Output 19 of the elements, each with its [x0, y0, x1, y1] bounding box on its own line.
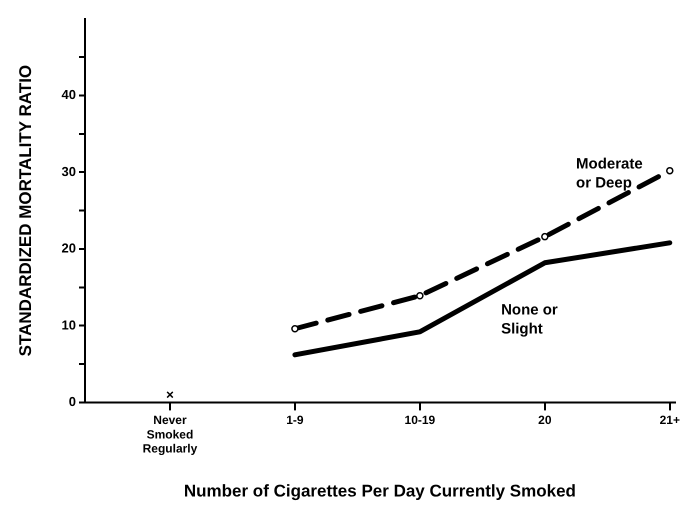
series-label: Moderate or Deep — [576, 155, 643, 192]
y-axis-title: STANDARDIZED MORTALITY RATIO — [16, 64, 35, 356]
x-tick-label: 21+ — [660, 412, 680, 427]
y-tick-label: 40 — [62, 87, 76, 102]
x-tick-label: 20 — [538, 412, 552, 427]
point — [666, 166, 674, 174]
point — [541, 232, 549, 240]
y-tick-label: 10 — [62, 317, 76, 332]
y-tick-label: 20 — [62, 240, 76, 256]
point — [291, 325, 299, 332]
x-axis-title: Number of Cigarettes Per Day Currently Smoked — [184, 481, 576, 500]
x-tick-label: 10-19 — [404, 412, 436, 427]
point — [166, 391, 174, 398]
x-tick-label: Never Smoked Regularly — [142, 412, 198, 456]
point — [416, 292, 424, 300]
y-tick-label: 30 — [62, 164, 76, 179]
y-tick-label: 0 — [68, 394, 76, 409]
series-label: None or Slight — [501, 301, 558, 338]
x-tick-label: 1-9 — [286, 412, 304, 427]
